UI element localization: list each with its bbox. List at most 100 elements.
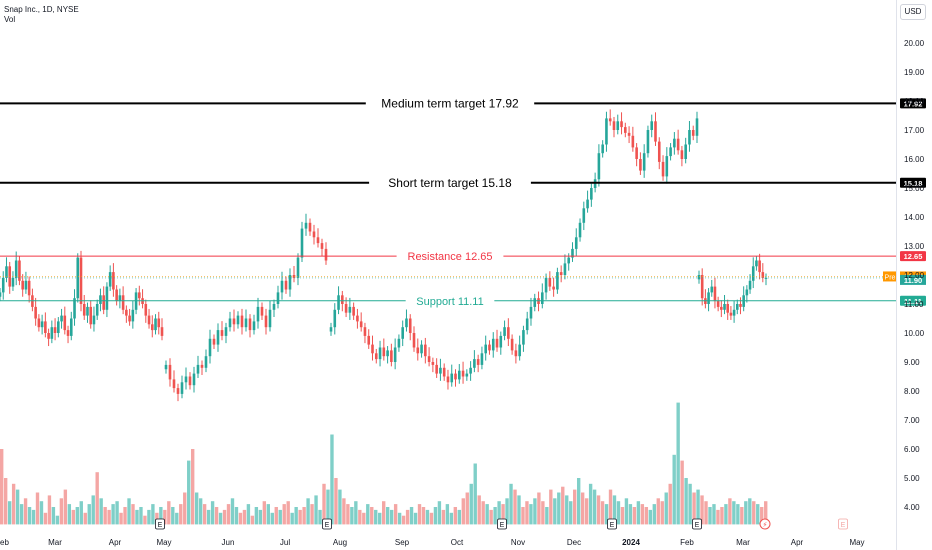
candle-body [363, 327, 367, 336]
volume-bar [294, 507, 298, 525]
candle-body [435, 364, 438, 374]
earnings-marker-label: E [500, 522, 505, 529]
time-axis[interactable]: Feb Mar Apr May Jun Jul Aug Sep Oct Nov Dec 2024 Feb… [0, 538, 865, 547]
y-tick-label: 17.00 [904, 126, 925, 135]
candle-body [476, 359, 480, 365]
volume-bar [676, 402, 680, 525]
price-axis[interactable]: 20.00 19.00 18.00 17.00 16.00 15.00 14.00 13.00… [904, 39, 925, 512]
volume-bar [350, 507, 354, 525]
volume-bar [19, 504, 24, 525]
volume-bar [569, 501, 573, 525]
symbol-title: Snap Inc., 1D, NYSE [4, 5, 79, 14]
level-label-bg [405, 294, 495, 308]
volume-bar [35, 492, 40, 525]
currency-button[interactable]: USD [900, 4, 926, 20]
volume-bar [580, 492, 585, 525]
candle-body [252, 321, 256, 331]
y-tick-label: 7.00 [904, 416, 920, 425]
candle-body [390, 350, 393, 362]
volume-bar [354, 501, 358, 525]
volume-bar [764, 501, 768, 525]
volume-bar [469, 483, 473, 525]
candle-body [236, 315, 240, 325]
volume-bar [612, 495, 617, 525]
candle-body [184, 376, 188, 383]
x-tick-label: Dec [567, 538, 581, 547]
volume-bar [549, 489, 553, 525]
level-label: Support 11.11 [416, 296, 483, 308]
candle-body [661, 161, 665, 177]
volume-bar [501, 504, 505, 525]
candle-body [341, 295, 344, 304]
candle-body [14, 260, 18, 278]
volume-bar [553, 498, 557, 525]
candle-body [248, 318, 252, 331]
volume-bar [529, 504, 533, 525]
y-tick-label: 13.00 [904, 242, 925, 251]
candle-body [639, 159, 642, 171]
last-price-tag-bg [900, 274, 926, 285]
volume-bar [358, 509, 362, 525]
candlesticks [0, 109, 768, 402]
volume-bar [533, 498, 537, 525]
y-tick-label: 6.00 [904, 445, 920, 454]
candle-body [66, 330, 70, 336]
volume-bar [453, 507, 458, 525]
lightning-icon [759, 518, 771, 530]
volume-bar [282, 504, 286, 525]
volume-bar [732, 501, 736, 525]
x-tick-label: Feb [680, 538, 694, 547]
candle-body [713, 286, 717, 302]
volume-bar [565, 495, 569, 525]
volume-bar [636, 501, 641, 525]
y-tick-label: 14.00 [904, 213, 925, 222]
earnings-marker [322, 518, 332, 530]
candle-body [439, 367, 442, 374]
y-tick-label: 5.00 [904, 474, 920, 483]
candle-body [420, 344, 423, 354]
candle-body [673, 138, 676, 148]
candle-body [590, 188, 593, 200]
candle-body [401, 327, 404, 339]
candle-body [431, 362, 435, 365]
candle-body [268, 309, 272, 328]
candle-body [676, 138, 680, 151]
candle-body [86, 306, 89, 316]
volume-bar [748, 498, 752, 525]
volume-bar [167, 501, 171, 525]
candle-body [0, 292, 2, 297]
volume-bar [445, 504, 450, 525]
y-tick-label: 18.00 [904, 97, 925, 106]
volume-bar [59, 498, 64, 525]
volume-bar [159, 507, 163, 525]
candle-body [92, 315, 96, 325]
volume-bar [517, 495, 521, 525]
earnings-marker [497, 518, 507, 530]
x-tick-label: May [849, 538, 864, 547]
x-tick-label: Apr [109, 538, 122, 547]
volume-bar [624, 498, 629, 525]
volume-bar [576, 478, 581, 525]
volume-bar [262, 501, 267, 525]
volume-bar [123, 507, 127, 525]
candle-body [427, 356, 431, 362]
volume-bar [266, 504, 270, 525]
volume-bar [91, 495, 95, 525]
lightning-icon-glyph: ⚡ [763, 521, 768, 529]
volume-bar [326, 489, 330, 525]
candle-body [115, 289, 118, 302]
volume-bar [493, 507, 497, 525]
candle-body [228, 318, 232, 328]
volume-bar [660, 501, 664, 525]
volume-bar [397, 512, 402, 525]
volume-bar [175, 512, 179, 525]
candle-body [371, 344, 374, 354]
candle-body [616, 121, 620, 130]
level-label: Short term target 15.18 [388, 176, 512, 190]
volume-bar [441, 509, 446, 525]
volume-bar [11, 483, 16, 525]
volume-bar [119, 512, 123, 525]
volume-bar [366, 504, 370, 525]
level-label: Medium term target 17.92 [381, 97, 519, 111]
